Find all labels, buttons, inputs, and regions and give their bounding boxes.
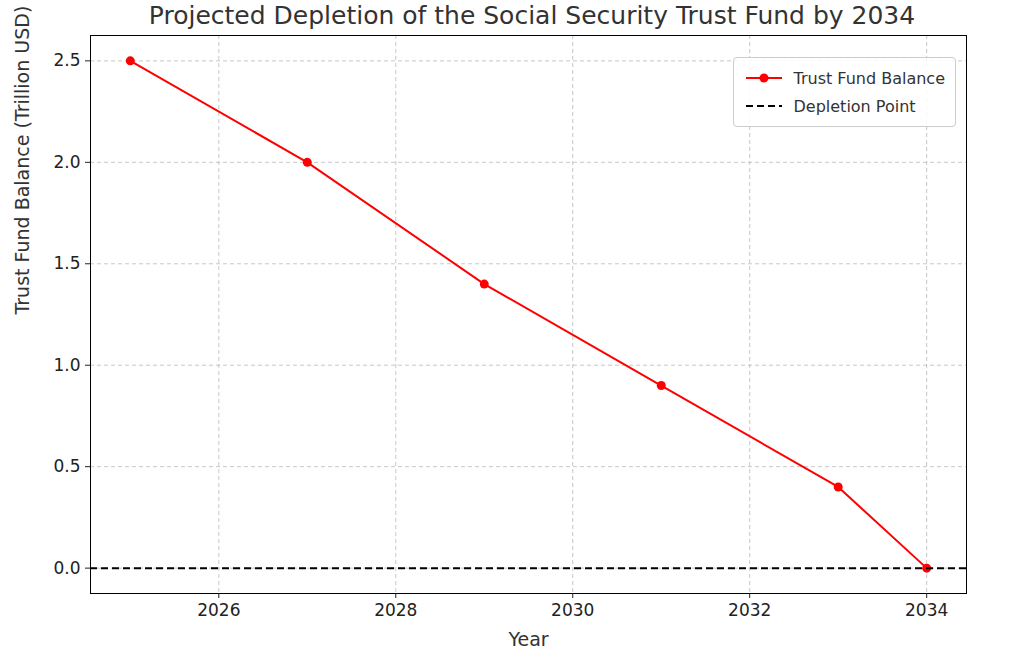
html-text:Projected Depletion of the Soc: Projected Depletion of the Social Securi… <box>148 1 916 30</box>
svg-text:2032: 2032 <box>728 600 771 620</box>
svg-text:2034: 2034 <box>905 600 948 620</box>
svg-text:2.0: 2.0 <box>53 152 80 172</box>
svg-text:Year: Year <box>507 628 548 650</box>
svg-text:2.5: 2.5 <box>53 50 80 70</box>
svg-text:1.0: 1.0 <box>53 355 80 375</box>
svg-text:1.5: 1.5 <box>53 253 80 273</box>
html-text:Trust Fund Balance: Trust Fund Balance <box>793 68 945 88</box>
html-text:Depletion Point: Depletion Point <box>793 96 916 116</box>
svg-text:Trust Fund Balance (Trillion U: Trust Fund Balance (Trillion USD) <box>11 6 33 316</box>
svg-text:0.0: 0.0 <box>53 558 80 578</box>
svg-text:0.5: 0.5 <box>53 456 80 476</box>
svg-text:2030: 2030 <box>551 600 594 620</box>
svg-text:2026: 2026 <box>197 600 240 620</box>
svg-text:2028: 2028 <box>374 600 417 620</box>
